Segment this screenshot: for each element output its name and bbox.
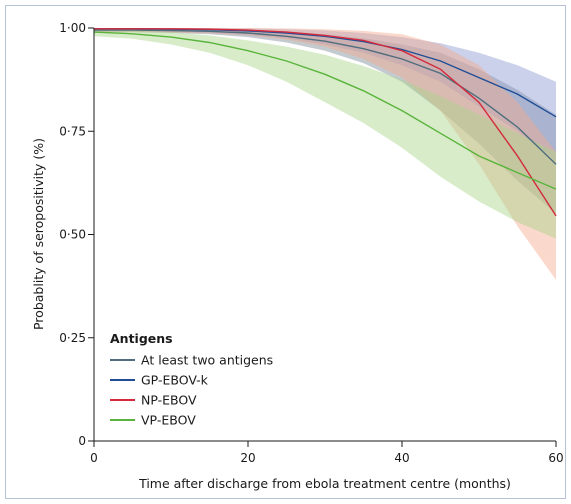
- y-ticks: 0 0·25 0·50 0·75 1·00: [59, 21, 94, 448]
- x-tick-label: 20: [240, 451, 255, 465]
- y-tick-label: 1·00: [59, 21, 86, 35]
- y-tick-label: 0·50: [59, 228, 86, 242]
- y-tick-label: 0·25: [59, 331, 86, 345]
- y-tick-label: 0: [78, 434, 86, 448]
- legend-label-gp-ebov-k: GP-EBOV-k: [141, 373, 209, 388]
- figure-frame: [5, 5, 566, 499]
- y-tick-label: 0·75: [59, 124, 86, 138]
- y-axis-title: Probablity of seropositivity (%): [31, 138, 46, 330]
- confidence-bands: [94, 28, 556, 280]
- series-lines: [93, 28, 557, 217]
- x-axis-title: Time after discharge from ebola treatmen…: [138, 476, 511, 491]
- line-vp-ebov: [93, 31, 557, 190]
- legend-title: Antigens: [110, 331, 173, 346]
- x-tick-label: 60: [548, 451, 563, 465]
- x-tick-label: 40: [394, 451, 409, 465]
- x-tick-label: 0: [90, 451, 98, 465]
- band-vp-ebov: [94, 28, 556, 239]
- line-np-ebov: [94, 28, 557, 217]
- band-at-least-two-antigens: [94, 28, 556, 214]
- x-ticks: 0 20 40 60: [90, 441, 564, 465]
- legend-label-vp-ebov: VP-EBOV: [141, 413, 196, 428]
- legend-label-at-least-two-antigens: At least two antigens: [141, 353, 273, 368]
- legend: Antigens At least two antigens GP-EBOV-k N…: [110, 331, 273, 428]
- line-at-least-two-antigens: [94, 29, 557, 165]
- band-np-ebov: [94, 28, 556, 280]
- legend-label-np-ebov: NP-EBOV: [141, 393, 197, 408]
